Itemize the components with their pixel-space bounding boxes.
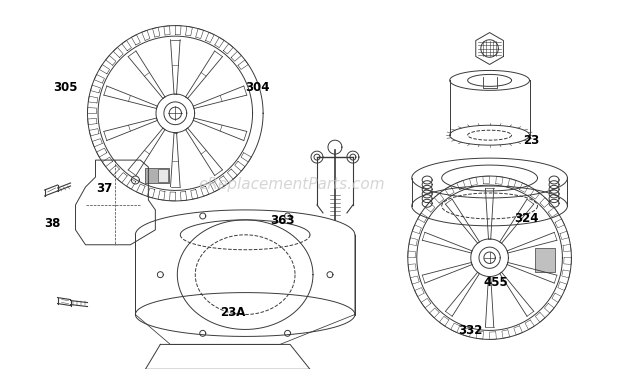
Polygon shape xyxy=(534,248,555,272)
Text: 37: 37 xyxy=(97,182,113,195)
Polygon shape xyxy=(144,168,169,184)
Text: 332: 332 xyxy=(458,324,483,337)
Text: 455: 455 xyxy=(483,276,508,289)
Polygon shape xyxy=(158,169,168,182)
Text: 304: 304 xyxy=(245,81,270,94)
Text: 324: 324 xyxy=(514,212,539,225)
Text: 23: 23 xyxy=(523,134,539,147)
Text: 38: 38 xyxy=(44,217,60,230)
Text: eReplacementParts.com: eReplacementParts.com xyxy=(198,178,385,192)
Text: 305: 305 xyxy=(53,81,78,94)
Text: 363: 363 xyxy=(270,213,294,226)
Text: 23A: 23A xyxy=(220,306,246,319)
